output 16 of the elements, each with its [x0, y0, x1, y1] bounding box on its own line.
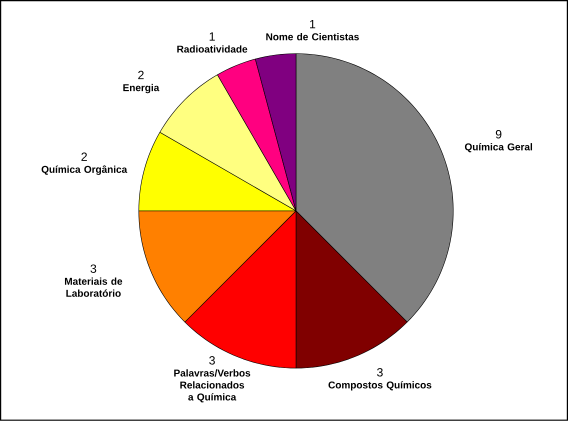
- data-label: 3: [377, 368, 383, 377]
- data-label: 1: [210, 32, 215, 41]
- slice-label: Materiais de Laboratório: [64, 278, 122, 297]
- data-label: 2: [81, 152, 87, 161]
- slice-label: Palavras/Verbos Relacionados a Química: [174, 369, 250, 403]
- slice-label: Energia: [123, 84, 160, 94]
- slice-label: Nome de Cientistas: [266, 33, 359, 40]
- slice-label: Compostos Químicos: [328, 381, 432, 391]
- data-label: 2: [138, 70, 144, 80]
- data-label: 3: [209, 356, 215, 365]
- data-label: 9: [496, 130, 502, 139]
- data-label: 1: [310, 20, 316, 28]
- slice-label: Química Geral: [464, 143, 532, 152]
- data-label: 3: [90, 264, 96, 274]
- slice-label: Química Orgânica: [42, 165, 128, 176]
- slice-label: Radioatividade: [177, 45, 248, 53]
